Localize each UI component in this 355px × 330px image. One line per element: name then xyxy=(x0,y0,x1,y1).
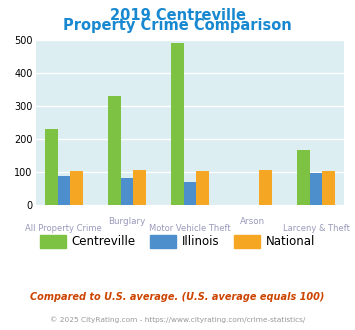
Text: Larceny & Theft: Larceny & Theft xyxy=(283,224,349,233)
Bar xyxy=(121,178,133,205)
Bar xyxy=(322,171,335,205)
Bar xyxy=(297,150,310,205)
Bar xyxy=(58,176,70,205)
Text: © 2025 CityRating.com - https://www.cityrating.com/crime-statistics/: © 2025 CityRating.com - https://www.city… xyxy=(50,317,305,323)
Text: Arson: Arson xyxy=(240,217,266,226)
Text: Property Crime Comparison: Property Crime Comparison xyxy=(63,18,292,33)
Text: All Property Crime: All Property Crime xyxy=(26,224,102,233)
Bar xyxy=(45,129,58,205)
Bar xyxy=(196,171,209,205)
Bar xyxy=(184,182,196,205)
Bar xyxy=(133,170,146,205)
Text: Compared to U.S. average. (U.S. average equals 100): Compared to U.S. average. (U.S. average … xyxy=(30,292,325,302)
Legend: Centreville, Illinois, National: Centreville, Illinois, National xyxy=(35,230,320,253)
Bar xyxy=(108,96,121,205)
Text: Burglary: Burglary xyxy=(108,217,146,226)
Text: 2019 Centreville: 2019 Centreville xyxy=(109,8,246,23)
Bar xyxy=(70,171,83,205)
Bar xyxy=(310,173,322,205)
Text: Motor Vehicle Theft: Motor Vehicle Theft xyxy=(149,224,231,233)
Bar xyxy=(171,43,184,205)
Bar xyxy=(259,170,272,205)
